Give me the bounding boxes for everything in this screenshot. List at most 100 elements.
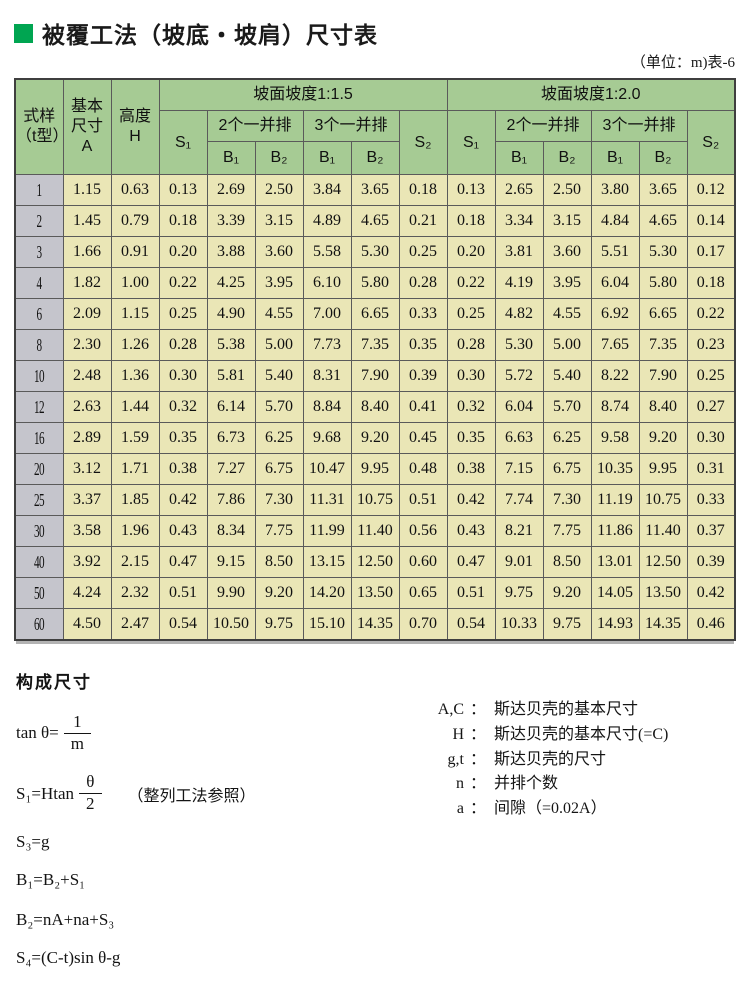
value-cell: 0.63 bbox=[110, 174, 160, 206]
value-cell: 7.30 bbox=[254, 484, 304, 516]
value-cell: 6.65 bbox=[350, 298, 400, 330]
value-cell: 4.55 bbox=[254, 298, 304, 330]
value-cell: 4.90 bbox=[206, 298, 256, 330]
formulas-section: 构成尺寸 tan θ= 1 m S₁=Htan θ 2 （整列工法参照） S₃=… bbox=[16, 668, 256, 968]
row-label-cell: 16 bbox=[14, 422, 64, 454]
table-row: 30 3.58 1.96 0.43 8.34 7.75 11.99 11.40 0.56 0.43… bbox=[14, 515, 736, 547]
value-cell: 2.50 bbox=[254, 174, 304, 206]
value-cell: 6.92 bbox=[590, 298, 640, 330]
value-cell: 0.43 bbox=[158, 515, 208, 547]
value-cell: 0.35 bbox=[446, 422, 496, 454]
value-cell: 0.79 bbox=[110, 205, 160, 237]
legend-row: H ： 斯达贝壳的基本尺寸(=C) bbox=[430, 723, 668, 748]
value-cell: 3.80 bbox=[590, 174, 640, 206]
value-cell: 9.75 bbox=[494, 577, 544, 609]
value-cell: 2.09 bbox=[62, 298, 112, 330]
legend-term: H bbox=[452, 725, 464, 743]
value-cell: 2.65 bbox=[494, 174, 544, 206]
value-cell: 4.89 bbox=[302, 205, 352, 237]
value-cell: 3.92 bbox=[62, 546, 112, 578]
table-header: 式样 （t型） 基本 尺寸 A 高度 H 坡面坡度1:1.5 坡面坡度1:2.0… bbox=[14, 78, 736, 175]
header-b2: B₂ bbox=[542, 141, 592, 175]
value-cell: 1.82 bbox=[62, 267, 112, 299]
value-cell: 0.31 bbox=[686, 453, 736, 485]
row-label-cell: 10 bbox=[14, 360, 64, 392]
value-cell: 0.41 bbox=[398, 391, 448, 423]
value-cell: 0.27 bbox=[686, 391, 736, 423]
fraction-denominator: 2 bbox=[79, 793, 102, 814]
value-cell: 5.80 bbox=[350, 267, 400, 299]
value-cell: 8.31 bbox=[302, 360, 352, 392]
value-cell: 4.84 bbox=[590, 205, 640, 237]
value-cell: 0.38 bbox=[158, 453, 208, 485]
legend-section: A,C ： 斯达贝壳的基本尺寸 H ： 斯达贝壳的基本尺寸(=C) g,t ： 斯达贝壳的尺寸 n… bbox=[430, 698, 669, 822]
value-cell: 7.35 bbox=[638, 329, 688, 361]
value-cell: 0.23 bbox=[686, 329, 736, 361]
value-cell: 14.05 bbox=[590, 577, 640, 609]
value-cell: 0.37 bbox=[686, 515, 736, 547]
value-cell: 0.20 bbox=[446, 236, 496, 268]
value-cell: 6.10 bbox=[302, 267, 352, 299]
row-label-cell: 30 bbox=[14, 515, 64, 547]
value-cell: 8.21 bbox=[494, 515, 544, 547]
value-cell: 7.65 bbox=[590, 329, 640, 361]
value-cell: 3.84 bbox=[302, 174, 352, 206]
value-cell: 7.90 bbox=[350, 360, 400, 392]
value-cell: 0.12 bbox=[686, 174, 736, 206]
value-cell: 10.50 bbox=[206, 608, 256, 641]
value-cell: 7.35 bbox=[350, 329, 400, 361]
row-label: 60 bbox=[34, 613, 45, 634]
header-basic-dimension-a: 基本 尺寸 A bbox=[62, 78, 112, 175]
formula-s1: S₁=Htan θ 2 （整列工法参照） bbox=[16, 773, 256, 813]
value-cell: 0.56 bbox=[398, 515, 448, 547]
value-cell: 2.30 bbox=[62, 329, 112, 361]
unit-note: （单位：m)表-6 bbox=[630, 55, 735, 71]
value-cell: 0.47 bbox=[158, 546, 208, 578]
formula-tan-theta: tan θ= 1 m bbox=[16, 712, 256, 753]
value-cell: 4.25 bbox=[206, 267, 256, 299]
value-cell: 9.68 bbox=[302, 422, 352, 454]
value-cell: 11.86 bbox=[590, 515, 640, 547]
value-cell: 0.48 bbox=[398, 453, 448, 485]
value-cell: 8.40 bbox=[350, 391, 400, 423]
table-row: 2 1.45 0.79 0.18 3.39 3.15 4.89 4.65 0.21 0.18 3.3… bbox=[14, 205, 736, 237]
table-row: 50 4.24 2.32 0.51 9.90 9.20 14.20 13.50 0.65 0.51… bbox=[14, 577, 736, 609]
value-cell: 5.30 bbox=[350, 236, 400, 268]
value-cell: 8.50 bbox=[254, 546, 304, 578]
value-cell: 0.43 bbox=[446, 515, 496, 547]
value-cell: 3.60 bbox=[542, 236, 592, 268]
value-cell: 1.96 bbox=[110, 515, 160, 547]
row-label-cell: 25 bbox=[14, 484, 64, 516]
legend-term: g,t bbox=[447, 750, 464, 768]
value-cell: 6.25 bbox=[542, 422, 592, 454]
row-label-cell: 60 bbox=[14, 608, 64, 641]
value-cell: 5.30 bbox=[494, 329, 544, 361]
table-row: 20 3.12 1.71 0.38 7.27 6.75 10.47 9.95 0.48 0.38 7… bbox=[14, 453, 736, 485]
table-row: 40 3.92 2.15 0.47 9.15 8.50 13.15 12.50 0.60 0.47… bbox=[14, 546, 736, 578]
page-header: 被覆工法（坡底・坡肩）尺寸表 bbox=[14, 16, 378, 50]
formula-s4: S₄=(C-t)sin θ-g bbox=[16, 947, 121, 967]
value-cell: 5.70 bbox=[254, 391, 304, 423]
table-row: 8 2.30 1.26 0.28 5.38 5.00 7.73 7.35 0.35 0.28 5.3… bbox=[14, 329, 736, 361]
value-cell: 0.35 bbox=[398, 329, 448, 361]
value-cell: 12.50 bbox=[638, 546, 688, 578]
value-cell: 5.80 bbox=[638, 267, 688, 299]
value-cell: 0.25 bbox=[158, 298, 208, 330]
row-label-cell: 20 bbox=[14, 453, 64, 485]
value-cell: 1.36 bbox=[110, 360, 160, 392]
value-cell: 4.24 bbox=[62, 577, 112, 609]
value-cell: 0.14 bbox=[686, 205, 736, 237]
table-row: 12 2.63 1.44 0.32 6.14 5.70 8.84 8.40 0.41 0.32 6.… bbox=[14, 391, 736, 423]
value-cell: 3.60 bbox=[254, 236, 304, 268]
value-cell: 3.37 bbox=[62, 484, 112, 516]
value-cell: 6.65 bbox=[638, 298, 688, 330]
value-cell: 11.19 bbox=[590, 484, 640, 516]
value-cell: 5.00 bbox=[254, 329, 304, 361]
value-cell: 3.34 bbox=[494, 205, 544, 237]
value-cell: 0.51 bbox=[158, 577, 208, 609]
value-cell: 8.34 bbox=[206, 515, 256, 547]
value-cell: 14.35 bbox=[638, 608, 688, 641]
legend-colon: ： bbox=[470, 775, 487, 793]
value-cell: 13.15 bbox=[302, 546, 352, 578]
header-s2-right: S₂ bbox=[686, 110, 736, 175]
